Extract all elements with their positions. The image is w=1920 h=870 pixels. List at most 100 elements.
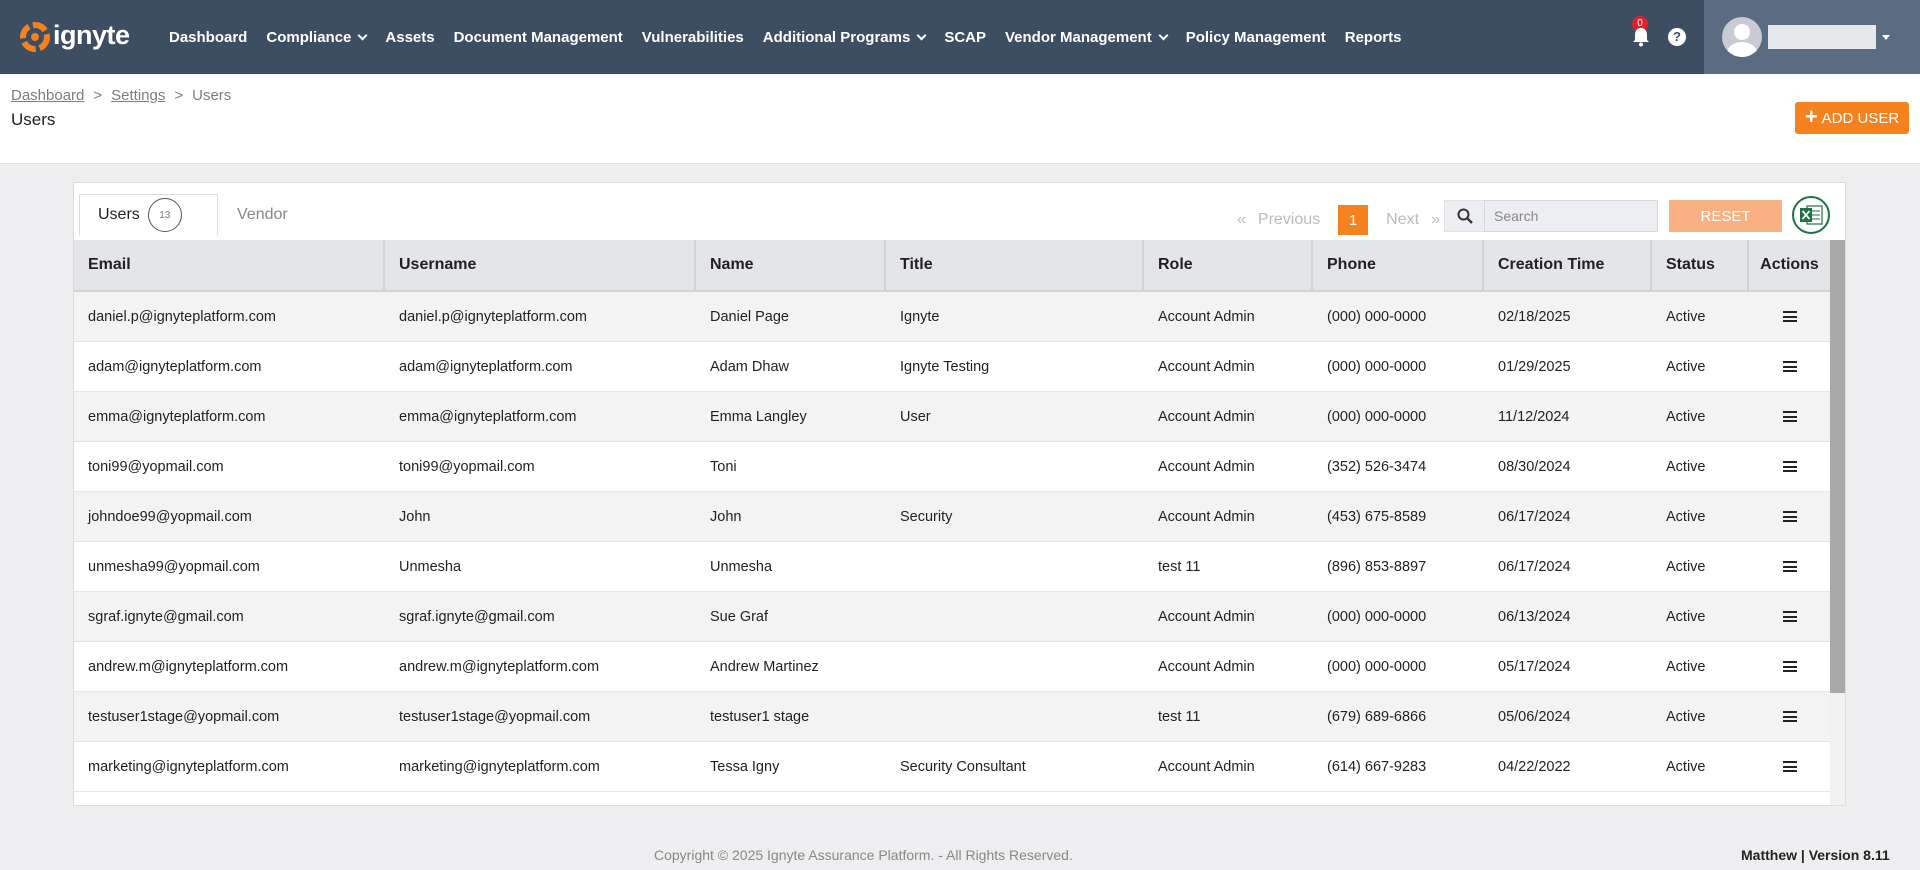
table-row[interactable]: andrew.m@ignyteplatform.com andrew.m@igny… [74,642,1830,692]
column-header-email[interactable]: Email [74,240,385,290]
next-page-button[interactable]: Next » [1380,211,1446,229]
search-input[interactable] [1484,200,1658,232]
nav-item-vendor-management[interactable]: Vendor Management [1005,29,1169,46]
nav-item-label: Additional Programs [762,28,911,46]
nav-item-scap[interactable]: SCAP [944,29,986,46]
add-user-button[interactable]: + ADD USER [1795,102,1909,134]
page-title: Users [11,110,56,129]
cell-phone: (896) 853-8897 [1327,558,1427,575]
cell-name: Sue Graf [710,608,769,625]
nav-item-assets[interactable]: Assets [385,29,434,46]
cell-name: Daniel Page [710,308,789,325]
tab-vendor[interactable]: Vendor [218,194,288,236]
table-row[interactable]: testuser1stage@yopmail.com testuser1stage… [74,692,1830,742]
cell-role: Account Admin [1158,758,1255,775]
add-user-label: ADD USER [1821,109,1900,127]
scrollbar-thumb[interactable] [1830,240,1845,693]
column-header-username[interactable]: Username [385,240,696,290]
table-row[interactable]: johndoe99@yopmail.com John John Security Acc… [74,492,1830,542]
user-menu[interactable] [1704,0,1920,74]
column-header-title[interactable]: Title [886,240,1144,290]
nav-item-label: Compliance [266,28,352,46]
cell-username: daniel.p@ignyteplatform.com [399,308,588,325]
column-header-name[interactable]: Name [696,240,886,290]
actions-menu-icon[interactable] [1782,311,1797,322]
reset-button[interactable]: RESET [1669,200,1782,232]
double-chevron-left-icon: « [1237,211,1246,228]
cell-phone: (453) 675-8589 [1327,508,1427,525]
actions-menu-icon[interactable] [1782,461,1797,472]
cell-created: 08/30/2024 [1498,458,1571,475]
cell-email: testuser1stage@yopmail.com [88,708,280,725]
nav-item-label: SCAP [944,28,986,46]
table-row[interactable]: marketing@ignyteplatform.com marketing@ig… [74,742,1830,792]
cell-actions [1749,392,1830,441]
cell-title: Security [900,508,953,525]
cell-username: toni99@yopmail.com [399,458,535,475]
cell-name: Andrew Martinez [710,658,819,675]
logo-text: ignyte [53,19,130,50]
cell-role: test 11 [1158,708,1201,725]
top-navigation-bar: ignyte Dashboard Compliance Assets Document… [0,0,1920,74]
cell-phone: (679) 689-6866 [1327,708,1427,725]
cell-status: Active [1666,758,1706,775]
actions-menu-icon[interactable] [1782,661,1797,672]
current-page-button[interactable]: 1 [1338,205,1369,235]
table-row[interactable]: emma@ignyteplatform.com emma@ignyteplatfo… [74,392,1830,442]
cell-email: daniel.p@ignyteplatform.com [88,308,277,325]
actions-menu-icon[interactable] [1782,611,1797,622]
table-row[interactable]: adam@ignyteplatform.com adam@ignyteplatfo… [74,342,1830,392]
table-row[interactable]: sgraf.ignyte@gmail.com sgraf.ignyte@gmail… [74,592,1830,642]
cell-status: Active [1666,658,1706,675]
nav-item-document-management[interactable]: Document Management [454,29,623,46]
cell-actions [1749,442,1830,491]
breadcrumb-settings-link[interactable]: Settings [111,87,166,104]
username-placeholder [1768,25,1876,49]
breadcrumb-dashboard-link[interactable]: Dashboard [11,87,85,104]
table-header-row: Email Username Name Title Role Phone Creation … [74,240,1830,292]
nav-item-dashboard[interactable]: Dashboard [169,29,247,46]
excel-export-icon[interactable] [1792,196,1830,234]
actions-menu-icon[interactable] [1782,361,1797,372]
cell-created: 01/29/2025 [1498,358,1571,375]
bell-icon[interactable] [1630,26,1652,48]
tab-users-label: Users [98,206,140,223]
previous-page-button[interactable]: « Previous [1231,211,1326,229]
cell-username: andrew.m@ignyteplatform.com [399,658,600,675]
cell-phone: (000) 000-0000 [1327,358,1427,375]
actions-menu-icon[interactable] [1782,711,1797,722]
column-header-actions[interactable]: Actions [1760,256,1819,273]
nav-item-vulnerabilities[interactable]: Vulnerabilities [642,29,744,46]
cell-actions [1749,542,1830,591]
cell-name: Tessa Igny [710,758,780,775]
cell-status: Active [1666,358,1706,375]
double-chevron-right-icon: » [1431,211,1440,228]
cell-name: Adam Dhaw [710,358,789,375]
actions-menu-icon[interactable] [1782,511,1797,522]
table-row[interactable]: toni99@yopmail.com toni99@yopmail.com Toni… [74,442,1830,492]
table-row[interactable]: daniel.p@ignyteplatform.com daniel.p@igny… [74,292,1830,342]
actions-menu-icon[interactable] [1782,561,1797,572]
nav-item-policy-management[interactable]: Policy Management [1186,29,1326,46]
ignyte-logo[interactable]: ignyte [18,17,140,57]
column-header-created[interactable]: Creation Time [1484,240,1652,290]
nav-item-reports[interactable]: Reports [1345,29,1402,46]
actions-menu-icon[interactable] [1782,761,1797,772]
table-row[interactable]: unmesha99@yopmail.com Unmesha Unmesha test … [74,542,1830,592]
nav-item-label: Reports [1344,28,1402,46]
actions-menu-icon[interactable] [1782,411,1797,422]
search-icon[interactable] [1444,200,1484,232]
column-header-role[interactable]: Role [1144,240,1313,290]
nav-item-additional-programs[interactable]: Additional Programs [762,28,927,46]
help-icon[interactable]: ? [1668,28,1686,46]
cell-title [886,642,1144,691]
cell-email: toni99@yopmail.com [88,458,224,475]
users-table: Email Username Name Title Role Phone Creation … [74,240,1830,792]
table-scrollbar[interactable] [1830,240,1845,805]
tab-users[interactable]: Users 13 [79,194,218,236]
column-header-phone[interactable]: Phone [1313,240,1484,290]
cell-username: adam@ignyteplatform.com [399,358,573,375]
column-header-status[interactable]: Status [1652,240,1749,290]
nav-item-compliance[interactable]: Compliance [266,28,368,46]
cell-phone: (352) 526-3474 [1327,458,1427,475]
